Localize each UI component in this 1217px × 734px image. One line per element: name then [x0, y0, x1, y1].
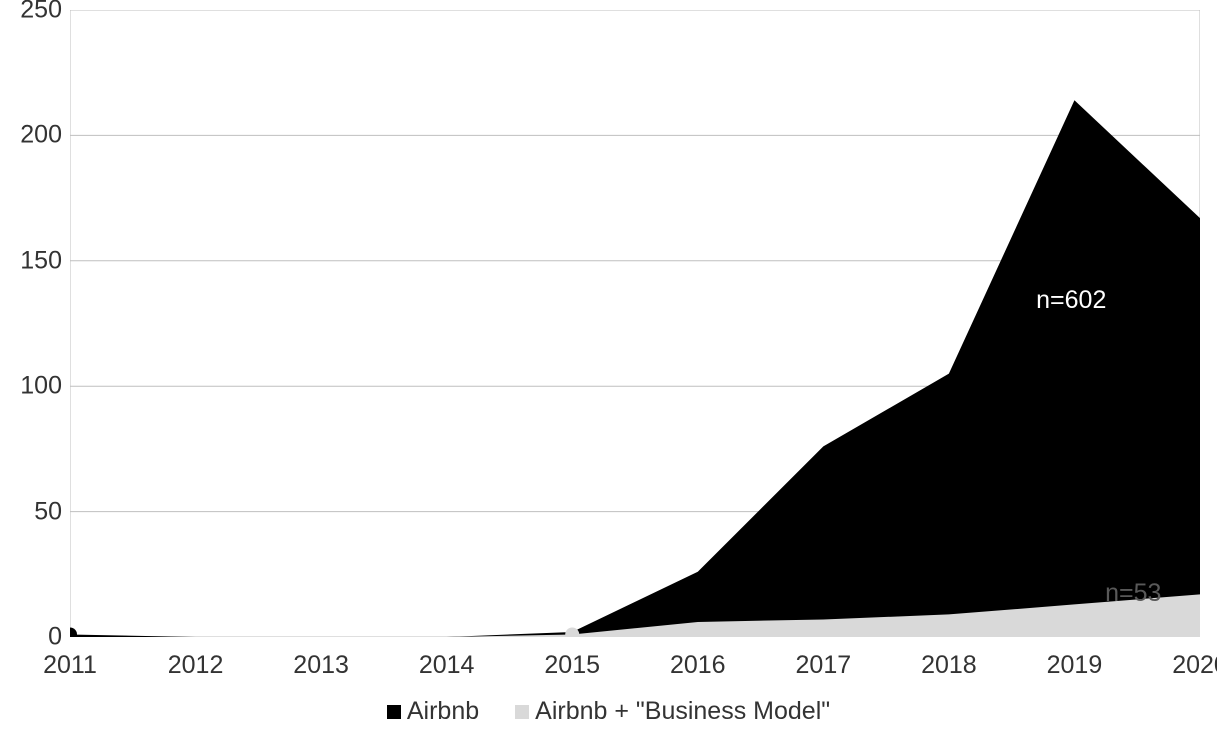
area-chart: 0501001502002502011201220132014201520162…: [0, 0, 1217, 734]
legend-label: Airbnb + "Business Model": [535, 697, 830, 726]
legend-item-airbnb-bm: Airbnb + "Business Model": [515, 697, 830, 726]
y-axis-tick: 200: [20, 121, 70, 150]
x-axis-tick: 2018: [921, 637, 977, 680]
plot-svg: [70, 10, 1200, 637]
x-axis-tick: 2015: [544, 637, 600, 680]
x-axis-tick: 2016: [670, 637, 726, 680]
annotation: n=53: [1105, 579, 1161, 608]
legend-label: Airbnb: [407, 697, 479, 726]
legend-swatch: [515, 705, 529, 719]
legend-swatch: [387, 705, 401, 719]
y-axis-tick: 100: [20, 372, 70, 401]
y-axis-tick: 250: [20, 0, 70, 25]
y-axis-tick: 50: [34, 497, 70, 526]
plot-area: 0501001502002502011201220132014201520162…: [70, 10, 1200, 637]
x-axis-tick: 2020: [1172, 637, 1217, 680]
legend-item-airbnb: Airbnb: [387, 697, 479, 726]
x-axis-tick: 2019: [1047, 637, 1103, 680]
annotation: n=602: [1036, 286, 1106, 315]
x-axis-tick: 2012: [168, 637, 224, 680]
y-axis-tick: 150: [20, 246, 70, 275]
x-axis-tick: 2011: [43, 637, 97, 680]
legend: Airbnb Airbnb + "Business Model": [0, 697, 1217, 726]
x-axis-tick: 2013: [293, 637, 349, 680]
x-axis-tick: 2014: [419, 637, 475, 680]
x-axis-tick: 2017: [796, 637, 852, 680]
